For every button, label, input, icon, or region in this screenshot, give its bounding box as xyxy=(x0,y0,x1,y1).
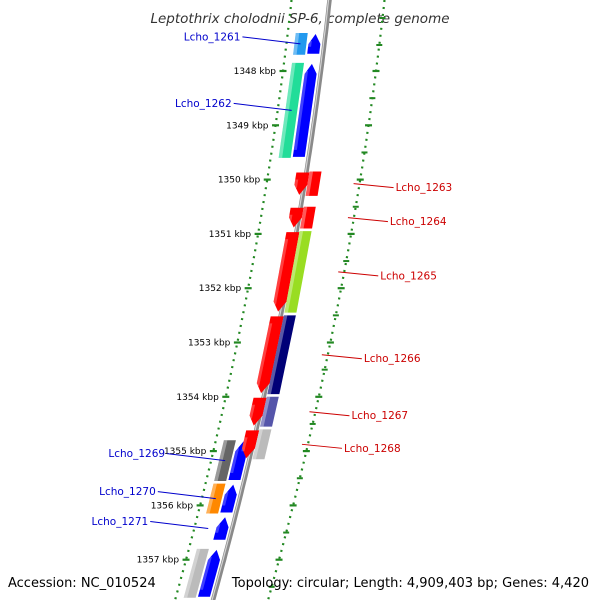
cds-arrow-lcho-1267 xyxy=(249,397,267,426)
cds-arrow-lcho-1263 xyxy=(294,172,310,195)
gene-bar-shine xyxy=(183,548,201,598)
tick-label: 1351 kbp xyxy=(209,230,252,240)
cds-arrow-shine xyxy=(308,40,312,47)
tick-label: 1354 kbp xyxy=(176,393,219,403)
gene-leader-lcho-1262 xyxy=(233,102,292,111)
gene-bar-lcho-1268 xyxy=(252,429,272,460)
gene-bar-lcho-1265 xyxy=(284,231,312,313)
tick-label: 1349 kbp xyxy=(226,121,269,131)
gene-label-lcho-1270: Lcho_1270 xyxy=(99,486,156,498)
gene-label-lcho-1264: Lcho_1264 xyxy=(390,216,447,228)
gene-leader-lcho-1271 xyxy=(150,520,209,529)
map-title: Leptothrix cholodnii SP-6, complete geno… xyxy=(150,11,449,27)
tick-label: 1352 kbp xyxy=(199,284,242,294)
cds-arrow-unnamed-11 xyxy=(197,549,220,597)
gene-bar-lcho-1263 xyxy=(305,171,322,196)
tick-label: 1348 kbp xyxy=(234,67,277,77)
cds-arrow-shine xyxy=(256,323,273,387)
cds-arrow-shine xyxy=(199,556,212,590)
cds-arrow-lcho-1271 xyxy=(213,517,229,540)
cds-arrow-lcho-1269 xyxy=(228,441,248,480)
gene-bar-lcho-1264 xyxy=(300,206,316,229)
gene-bar-shine xyxy=(305,171,314,196)
gene-label-lcho-1271: Lcho_1271 xyxy=(92,516,149,528)
gene-leader-lcho-1269 xyxy=(167,453,226,462)
gene-bar-shine xyxy=(260,396,271,427)
gene-label-lcho-1268: Lcho_1268 xyxy=(344,443,401,455)
gene-bar-lcho-1267 xyxy=(260,396,279,427)
tick-label: 1353 kbp xyxy=(188,339,231,349)
gene-label-lcho-1267: Lcho_1267 xyxy=(351,410,408,422)
tick-label: 1356 kbp xyxy=(151,501,194,511)
gene-bar-shine xyxy=(214,440,228,481)
cds-arrow-lcho-1264 xyxy=(288,207,304,228)
cds-arrow-shine xyxy=(293,70,309,150)
gene-bar-shine xyxy=(206,483,218,514)
gene-bar-shine xyxy=(267,315,288,395)
gene-bar-shine xyxy=(252,429,263,460)
tick-label: 1357 kbp xyxy=(137,556,180,566)
gene-label-lcho-1262: Lcho_1262 xyxy=(175,98,232,110)
cds-arrow-shine xyxy=(241,437,248,452)
gene-leader-lcho-1270 xyxy=(157,491,216,500)
ticks: 1348 kbp 1349 kbp 1350 kbp 1351 kbp 1352 kbp… xyxy=(137,17,386,588)
gene-bar-shine xyxy=(293,32,300,55)
cds-arrow-shine xyxy=(272,239,289,305)
gene-leader-lcho-1267 xyxy=(309,411,350,417)
gene-bar-shine xyxy=(284,231,304,313)
cds-arrow-lcho-1270 xyxy=(220,484,237,513)
tick-label: 1350 kbp xyxy=(218,176,261,186)
gene-bar-shine xyxy=(300,206,308,229)
cds-arrow-shine xyxy=(230,448,240,473)
cds-arrow-lcho-1262 xyxy=(292,63,317,157)
gene-leader-lcho-1268 xyxy=(301,443,343,449)
gene-label-lcho-1265: Lcho_1265 xyxy=(380,270,437,282)
cds-arrow-shine xyxy=(293,179,299,188)
cds-arrow-shine xyxy=(288,214,293,221)
gene-leader-lcho-1265 xyxy=(338,271,379,277)
gene-label-lcho-1269: Lcho_1269 xyxy=(108,448,165,460)
gene-label-lcho-1261: Lcho_1261 xyxy=(184,31,241,43)
gene-label-lcho-1263: Lcho_1263 xyxy=(396,182,453,194)
gene-label-lcho-1266: Lcho_1266 xyxy=(364,353,421,365)
gene-bar-lcho-1266 xyxy=(267,315,296,395)
tick-label: 1355 kbp xyxy=(164,447,207,457)
genome-summary-text: Topology: circular; Length: 4,909,403 bp… xyxy=(231,576,589,591)
gene-leader-lcho-1263 xyxy=(353,183,394,189)
cds-arrow-lcho-1261 xyxy=(307,33,321,54)
gene-bar-shine xyxy=(278,62,296,158)
cds-arrow-lcho-1268 xyxy=(242,430,260,459)
accession-text: Accession: NC_010524 xyxy=(8,576,156,591)
gene-leader-lcho-1261 xyxy=(242,36,301,45)
cds-arrow-lcho-1265 xyxy=(273,232,300,312)
gene-leader-lcho-1266 xyxy=(321,354,362,360)
cds-arrow-shine xyxy=(215,524,221,533)
cds-reverse-track xyxy=(241,172,310,459)
cds-forward-track xyxy=(197,33,321,597)
cds-arrow-shine xyxy=(222,491,229,506)
gene-bar-unnamed-11 xyxy=(183,548,209,598)
cds-arrow-shine xyxy=(248,404,256,419)
cds-arrow-lcho-1266 xyxy=(256,316,284,394)
gene-labels: Lcho_1261 Lcho_1262 Lcho_1263 Lcho_1264 Lcho… xyxy=(92,31,453,529)
gene-leader-lcho-1264 xyxy=(347,217,388,223)
